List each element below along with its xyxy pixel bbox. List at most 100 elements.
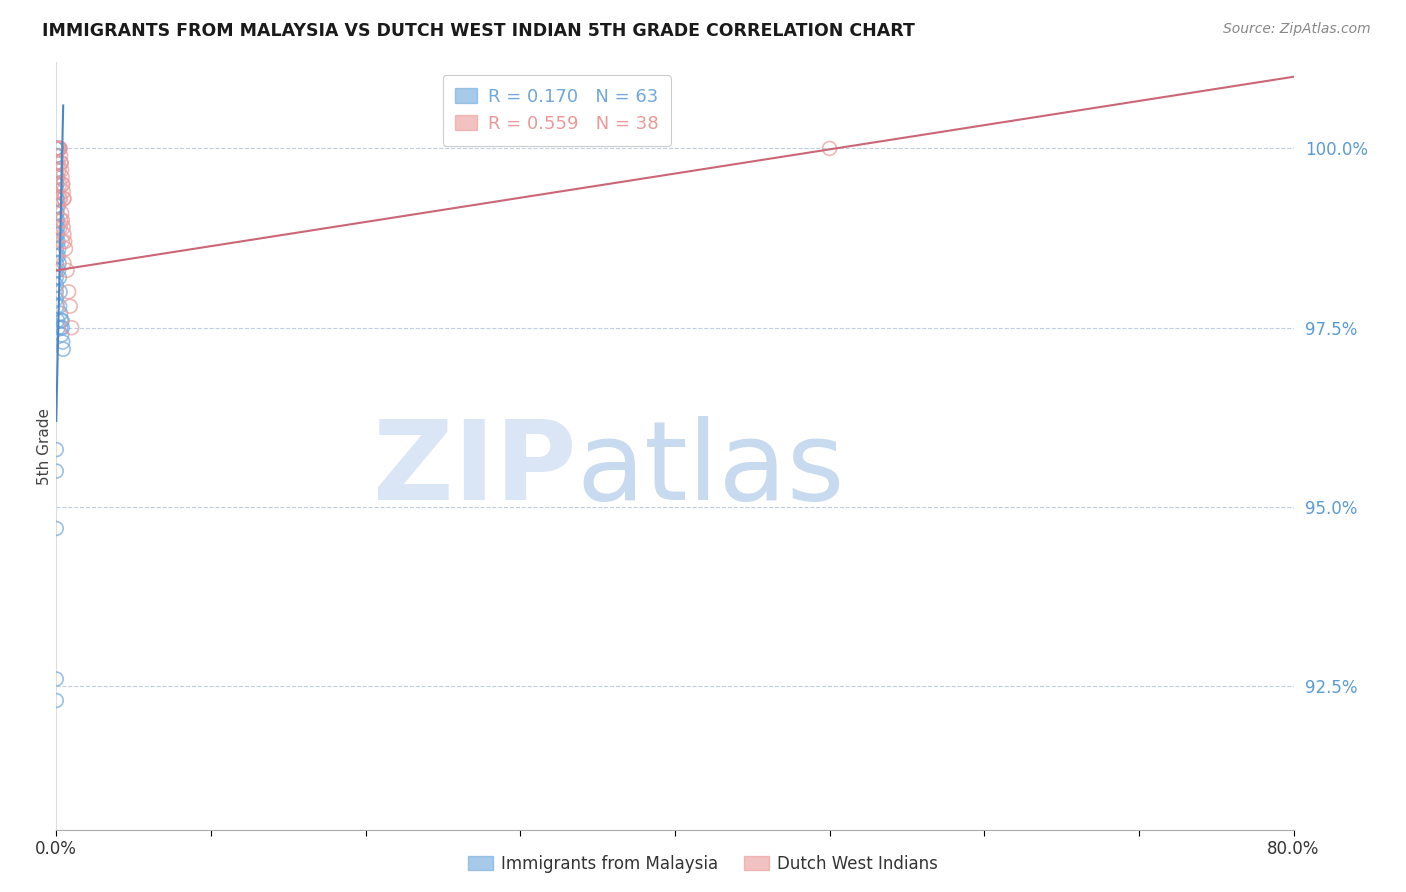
Point <box>45 227 67 242</box>
Point <box>818 141 841 155</box>
Point <box>45 141 67 155</box>
Point <box>49 306 72 320</box>
Point <box>45 213 67 227</box>
Point <box>45 256 67 270</box>
Point <box>48 299 70 313</box>
Point <box>46 299 69 313</box>
Point <box>46 192 69 206</box>
Point <box>45 693 67 707</box>
Point <box>51 213 73 227</box>
Point <box>48 242 70 256</box>
Point <box>49 141 72 155</box>
Point <box>45 178 67 192</box>
Point <box>46 141 69 155</box>
Point <box>45 242 67 256</box>
Point <box>48 141 70 155</box>
Point <box>49 192 72 206</box>
Point <box>46 320 69 334</box>
Point <box>45 141 67 155</box>
Point <box>45 235 67 249</box>
Point <box>46 178 69 192</box>
Point <box>45 464 67 478</box>
Point <box>45 156 67 170</box>
Point <box>45 199 67 213</box>
Point <box>45 141 67 155</box>
Point <box>48 141 70 155</box>
Point <box>45 263 67 277</box>
Point <box>51 206 73 220</box>
Point <box>52 178 75 192</box>
Point <box>45 141 67 155</box>
Point <box>46 313 69 327</box>
Point <box>51 320 73 334</box>
Point <box>59 299 82 313</box>
Point <box>45 163 67 178</box>
Legend: R = 0.170   N = 63, R = 0.559   N = 38: R = 0.170 N = 63, R = 0.559 N = 38 <box>443 75 671 145</box>
Point <box>45 285 67 299</box>
Legend: Immigrants from Malaysia, Dutch West Indians: Immigrants from Malaysia, Dutch West Ind… <box>461 848 945 880</box>
Point <box>48 141 70 155</box>
Point <box>45 277 67 292</box>
Point <box>46 199 69 213</box>
Point <box>46 156 69 170</box>
Text: Source: ZipAtlas.com: Source: ZipAtlas.com <box>1223 22 1371 37</box>
Point <box>48 270 70 285</box>
Point <box>48 263 70 277</box>
Point <box>51 313 73 327</box>
Point <box>52 192 75 206</box>
Y-axis label: 5th Grade: 5th Grade <box>37 408 52 484</box>
Point <box>45 442 67 457</box>
Point <box>49 220 72 235</box>
Point <box>53 235 76 249</box>
Point <box>48 141 70 155</box>
Point <box>45 156 67 170</box>
Point <box>52 342 75 356</box>
Point <box>46 220 69 235</box>
Point <box>45 148 67 162</box>
Point <box>49 156 72 170</box>
Point <box>46 206 69 220</box>
Point <box>46 170 69 185</box>
Point <box>51 163 73 178</box>
Point <box>52 220 75 235</box>
Point <box>58 285 80 299</box>
Point <box>45 141 67 155</box>
Point <box>48 199 70 213</box>
Point <box>48 178 70 192</box>
Point <box>45 185 67 199</box>
Point <box>46 249 69 263</box>
Point <box>52 185 75 199</box>
Text: IMMIGRANTS FROM MALAYSIA VS DUTCH WEST INDIAN 5TH GRADE CORRELATION CHART: IMMIGRANTS FROM MALAYSIA VS DUTCH WEST I… <box>42 22 915 40</box>
Point <box>45 249 67 263</box>
Point <box>45 220 67 235</box>
Point <box>45 148 67 162</box>
Point <box>48 163 70 178</box>
Point <box>45 292 67 306</box>
Point <box>53 227 76 242</box>
Point <box>45 178 67 192</box>
Point <box>53 256 76 270</box>
Point <box>51 156 73 170</box>
Point <box>45 192 67 206</box>
Point <box>46 213 69 227</box>
Point <box>45 192 67 206</box>
Point <box>48 256 70 270</box>
Point <box>45 170 67 185</box>
Point <box>49 285 72 299</box>
Point <box>49 213 72 227</box>
Point <box>46 227 69 242</box>
Point <box>52 334 75 349</box>
Text: atlas: atlas <box>576 416 845 523</box>
Point <box>51 178 73 192</box>
Point <box>45 170 67 185</box>
Point <box>53 192 76 206</box>
Point <box>45 521 67 535</box>
Point <box>51 170 73 185</box>
Point <box>48 192 70 206</box>
Point <box>45 141 67 155</box>
Point <box>49 148 72 162</box>
Point <box>45 206 67 220</box>
Point <box>45 270 67 285</box>
Point <box>51 235 73 249</box>
Point <box>51 327 73 342</box>
